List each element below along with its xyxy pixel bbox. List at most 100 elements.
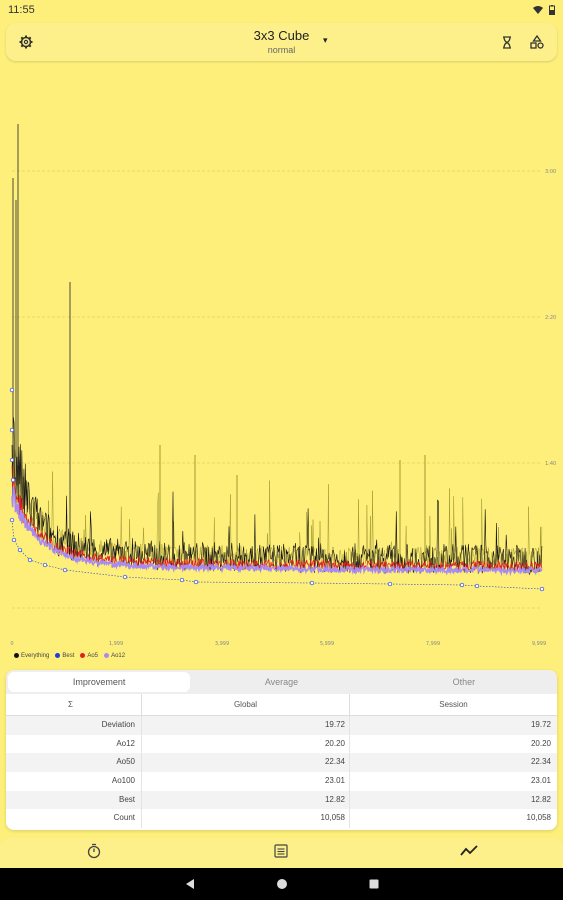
tab-other[interactable]: Other: [452, 677, 476, 687]
page-subtitle: normal: [267, 45, 296, 55]
best-point: [9, 427, 15, 433]
nav-list[interactable]: [273, 843, 289, 864]
header-global: Global: [142, 694, 350, 715]
best-point: [10, 477, 16, 483]
row-session: 19.72: [530, 720, 551, 729]
best-point: [539, 586, 545, 592]
chevron-down-icon[interactable]: ▾: [323, 35, 328, 45]
bottom-nav: [0, 838, 563, 868]
timer-icon: [87, 843, 100, 858]
series-ao12: [11, 486, 543, 577]
series-ao5: [11, 465, 543, 573]
stats-tabs: Improvement Average Other: [6, 670, 557, 694]
page-title: 3x3 Cube: [253, 28, 310, 43]
table-row: Count 10,058 10,058: [6, 809, 557, 829]
row-global: 19.72: [142, 716, 350, 735]
best-point: [459, 582, 465, 588]
best-point: [387, 581, 393, 587]
row-global: 12.82: [142, 790, 350, 810]
timer-mode-button[interactable]: [497, 32, 517, 52]
back-icon[interactable]: [184, 878, 196, 890]
series-everything: [11, 417, 543, 576]
table-row: Ao100 23.01 23.01: [6, 772, 557, 791]
best-point: [62, 567, 68, 573]
legend-item: Everything: [14, 653, 49, 659]
recents-icon[interactable]: [368, 878, 380, 890]
legend-label: Ao5: [87, 653, 99, 660]
best-point: [11, 537, 17, 543]
x-tick-label: 9,999: [532, 641, 546, 647]
sum-symbol: Σ: [6, 694, 142, 715]
x-tick-label: 1,999: [109, 641, 123, 647]
row-label: Ao100: [6, 772, 142, 791]
row-global: 23.01: [142, 772, 350, 791]
best-point: [27, 557, 33, 563]
tab-improvement[interactable]: Improvement: [8, 672, 191, 692]
row-session: 22.34: [530, 757, 551, 767]
legend-label: Ao12: [111, 653, 126, 660]
x-tick-label: 5,999: [320, 641, 334, 647]
table-row: Deviation 19.72 19.72: [6, 716, 557, 735]
best-point: [474, 583, 480, 589]
legend-item: Best: [55, 653, 74, 659]
legend-swatch: [80, 653, 86, 658]
legend-swatch: [104, 653, 110, 658]
row-session: 10,058: [526, 813, 551, 823]
best-point: [9, 517, 15, 523]
row-session: 23.01: [530, 776, 551, 786]
best-point: [9, 457, 15, 463]
legend-label: Everything: [21, 653, 50, 660]
row-label: Best: [6, 790, 142, 810]
best-point: [179, 577, 185, 583]
best-point: [42, 562, 48, 568]
best-point: [17, 547, 23, 553]
x-tick-label: 7,999: [426, 641, 440, 647]
settings-button[interactable]: [16, 32, 36, 52]
table-row: Ao12 20.20 20.20: [6, 734, 557, 754]
battery-icon: [549, 5, 555, 15]
row-label: Ao12: [6, 734, 142, 754]
puzzle-selector[interactable]: 3x3 Cube normal: [6, 28, 557, 55]
chart-svg[interactable]: 3:00 2:20 1:40 0 1,999 3,999 5,999 7,999 9,999: [0, 64, 563, 668]
row-global: 20.20: [142, 734, 350, 754]
hourglass-icon: [503, 35, 511, 49]
row-global: 22.34: [142, 753, 350, 773]
y-tick-label: 1:40: [545, 461, 556, 467]
stats-card: Improvement Average Other Σ Global Sessi…: [6, 670, 557, 830]
row-label: Count: [6, 809, 142, 829]
row-global: 10,058: [142, 809, 350, 829]
best-point: [9, 387, 15, 393]
trend-icon: [459, 844, 478, 856]
legend-item: Ao5: [80, 653, 98, 659]
row-label: Deviation: [6, 716, 142, 735]
solve-time-chart[interactable]: 3:00 2:20 1:40 0 1,999 3,999 5,999 7,999 9,999: [0, 64, 563, 668]
legend-swatch: [55, 653, 61, 658]
system-nav-bar: [0, 868, 563, 900]
x-tick-label: 0: [10, 641, 13, 647]
series-best: [11, 519, 543, 590]
best-point: [309, 580, 315, 586]
stats-table-header: Σ Global Session: [6, 694, 557, 716]
shapes-button[interactable]: [527, 32, 547, 52]
nav-statistics[interactable]: [459, 844, 478, 863]
tab-average[interactable]: Average: [264, 677, 299, 687]
gear-icon: [19, 35, 33, 49]
best-point: [193, 579, 199, 585]
row-session: 20.20: [530, 738, 551, 748]
legend-label: Best: [62, 653, 75, 660]
chart-legend: Everything Best Ao5 Ao12: [14, 653, 125, 659]
shapes-icon: [530, 35, 544, 49]
table-row: Best 12.82 12.82: [6, 790, 557, 810]
list-icon: [273, 843, 288, 858]
y-tick-label: 2:20: [545, 315, 556, 321]
nav-timer[interactable]: [86, 843, 102, 864]
header-session: Session: [439, 700, 468, 709]
table-row: Ao50 22.34 22.34: [6, 753, 557, 773]
stats-table-body: Deviation 19.72 19.72 Ao12 20.20 20.20 A…: [6, 716, 557, 829]
legend-swatch: [14, 653, 19, 658]
status-time: 11:55: [8, 4, 35, 16]
home-icon[interactable]: [276, 878, 288, 890]
x-tick-label: 3,999: [215, 641, 229, 647]
wifi-icon: [533, 5, 543, 14]
status-icons: [533, 5, 555, 15]
